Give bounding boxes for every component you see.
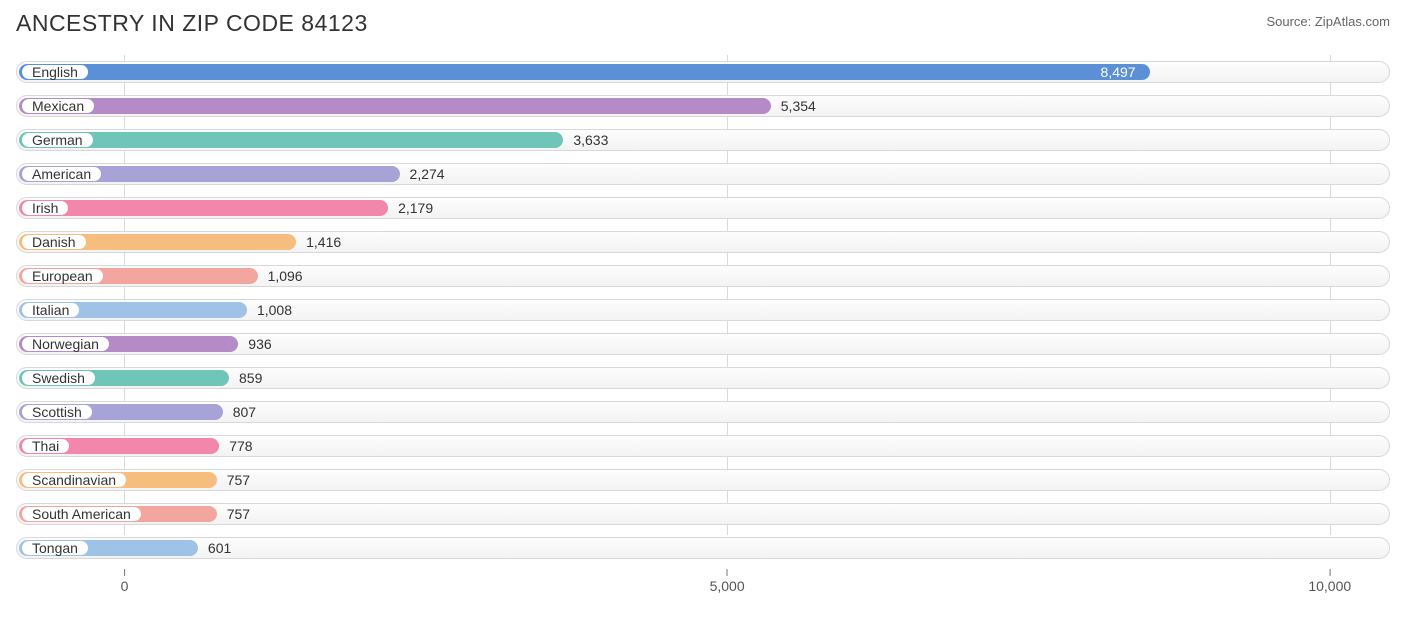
- x-tick-label: 0: [121, 578, 129, 594]
- bar-value: 5,354: [781, 96, 816, 116]
- bar-fill: [19, 132, 563, 148]
- chart-container: ANCESTRY IN ZIP CODE 84123 Source: ZipAt…: [0, 0, 1406, 644]
- bar-label-chip: Norwegian: [22, 337, 109, 351]
- bar-value: 601: [208, 538, 231, 558]
- bar-row: Swedish 859: [16, 361, 1390, 395]
- bar-label-chip: Mexican: [22, 99, 94, 113]
- bar-value: 936: [248, 334, 271, 354]
- bar-track: American 2,274: [16, 163, 1390, 185]
- bar-row: South American 757: [16, 497, 1390, 531]
- bar-label-chip: Italian: [22, 303, 79, 317]
- bar-track: Italian 1,008: [16, 299, 1390, 321]
- bar-value: 3,633: [573, 130, 608, 150]
- bar-label-chip: European: [22, 269, 103, 283]
- bar-row: American 2,274: [16, 157, 1390, 191]
- bar-label-chip: English: [22, 65, 88, 79]
- x-tick-mark: [727, 569, 728, 576]
- x-tick: 5,000: [710, 569, 745, 594]
- bar-fill: [19, 64, 1150, 80]
- bar-track: English 8,497: [16, 61, 1390, 83]
- bar-label-chip: German: [22, 133, 93, 147]
- bar-value: 859: [239, 368, 262, 388]
- bar-track: Danish 1,416: [16, 231, 1390, 253]
- bar-track: German 3,633: [16, 129, 1390, 151]
- bar-label-chip: South American: [22, 507, 141, 521]
- x-tick: 0: [121, 569, 129, 594]
- bar-track: Irish 2,179: [16, 197, 1390, 219]
- bar-track: Swedish 859: [16, 367, 1390, 389]
- bar-row: Scandinavian 757: [16, 463, 1390, 497]
- bar-value: 1,008: [257, 300, 292, 320]
- x-tick-mark: [124, 569, 125, 576]
- bar-label-chip: Swedish: [22, 371, 95, 385]
- x-tick-label: 5,000: [710, 578, 745, 594]
- bar-track: Mexican 5,354: [16, 95, 1390, 117]
- bar-label-chip: Irish: [22, 201, 68, 215]
- x-tick-label: 10,000: [1308, 578, 1351, 594]
- bar-row: Norwegian 936: [16, 327, 1390, 361]
- bar-label-chip: Scandinavian: [22, 473, 126, 487]
- bar-row: Italian 1,008: [16, 293, 1390, 327]
- bar-fill: [19, 200, 388, 216]
- bar-row: Danish 1,416: [16, 225, 1390, 259]
- bar-value: 778: [229, 436, 252, 456]
- bar-value: 8,497: [1101, 62, 1136, 82]
- bar-row: German 3,633: [16, 123, 1390, 157]
- chart-rows: English 8,497 Mexican 5,354 German 3,633 Ameri…: [16, 55, 1390, 565]
- bar-track: European 1,096: [16, 265, 1390, 287]
- bar-row: Mexican 5,354: [16, 89, 1390, 123]
- bar-value: 2,274: [410, 164, 445, 184]
- bar-label-chip: Danish: [22, 235, 86, 249]
- bar-label-chip: Tongan: [22, 541, 88, 555]
- x-tick: 10,000: [1308, 569, 1351, 594]
- bar-row: Tongan 601: [16, 531, 1390, 565]
- bar-label-chip: American: [22, 167, 101, 181]
- bar-row: Irish 2,179: [16, 191, 1390, 225]
- bar-label-chip: Thai: [22, 439, 69, 453]
- chart-plot: English 8,497 Mexican 5,354 German 3,633 Ameri…: [16, 55, 1390, 599]
- bar-track: Scottish 807: [16, 401, 1390, 423]
- bar-track: Norwegian 936: [16, 333, 1390, 355]
- bar-row: European 1,096: [16, 259, 1390, 293]
- chart-source: Source: ZipAtlas.com: [1266, 14, 1390, 29]
- bar-track: South American 757: [16, 503, 1390, 525]
- bar-row: Thai 778: [16, 429, 1390, 463]
- bar-value: 757: [227, 470, 250, 490]
- x-tick-mark: [1329, 569, 1330, 576]
- bar-track: Scandinavian 757: [16, 469, 1390, 491]
- chart-title: ANCESTRY IN ZIP CODE 84123: [16, 10, 368, 37]
- bar-fill: [19, 98, 771, 114]
- bar-value: 757: [227, 504, 250, 524]
- bar-value: 2,179: [398, 198, 433, 218]
- chart-header: ANCESTRY IN ZIP CODE 84123 Source: ZipAt…: [16, 10, 1390, 37]
- bar-value: 1,416: [306, 232, 341, 252]
- bar-value: 807: [233, 402, 256, 422]
- x-axis: 0 5,000 10,000: [16, 569, 1390, 599]
- bar-label-chip: Scottish: [22, 405, 92, 419]
- bar-track: Tongan 601: [16, 537, 1390, 559]
- bar-row: English 8,497: [16, 55, 1390, 89]
- bar-track: Thai 778: [16, 435, 1390, 457]
- bar-value: 1,096: [268, 266, 303, 286]
- bar-row: Scottish 807: [16, 395, 1390, 429]
